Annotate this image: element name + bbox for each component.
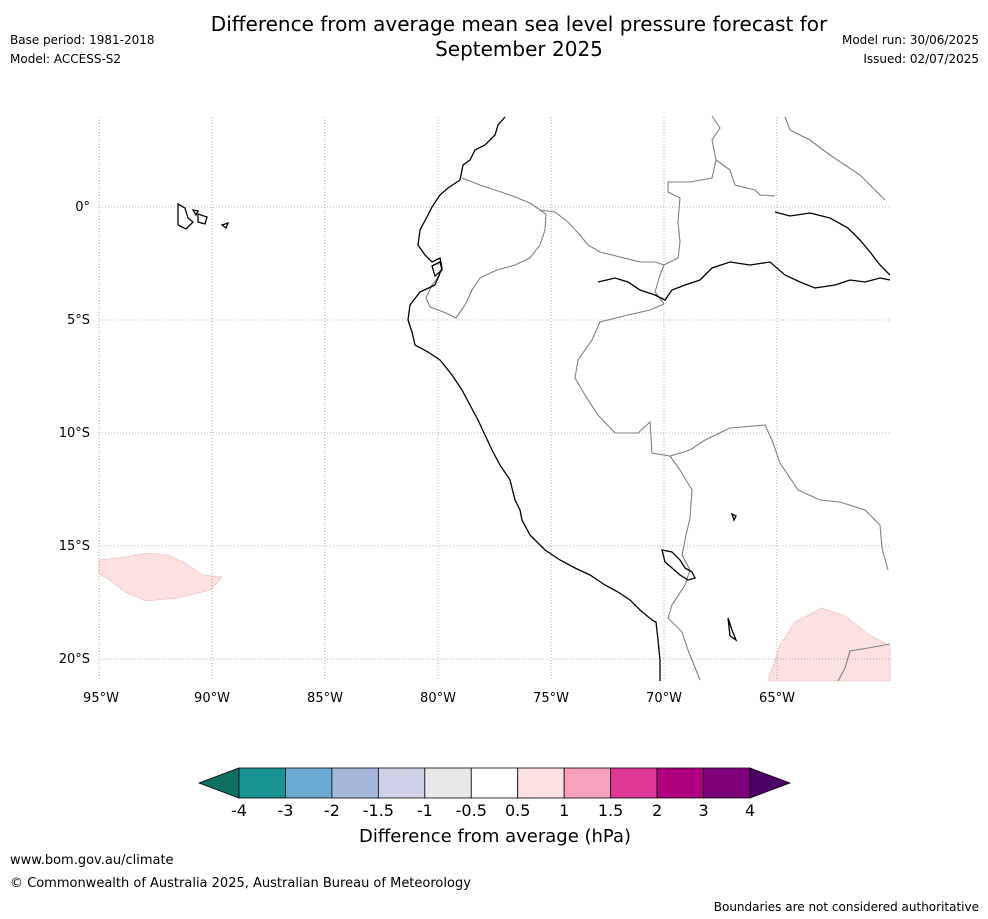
galapagos-island-2 xyxy=(197,213,208,225)
lat-label-20s: 20°S xyxy=(59,652,90,667)
colorbar-tick-label: -1.5 xyxy=(363,801,394,820)
lat-label-5s: 5°S xyxy=(67,313,90,328)
venezuela-border xyxy=(715,159,776,197)
colorbar-tick-label: 3 xyxy=(698,801,708,820)
base-period-text: Base period: 1981-2018 xyxy=(10,33,155,47)
meta-left: Base period: 1981-2018 Model: ACCESS-S2 xyxy=(10,33,155,71)
title-line-2: September 2025 xyxy=(435,37,603,61)
guyana-border xyxy=(784,116,886,201)
colorbar-box xyxy=(238,767,286,799)
lon-label-90w: 90°W xyxy=(194,691,230,706)
chart-title: Difference from average mean sea level p… xyxy=(150,12,888,62)
colorbar-boxes xyxy=(238,767,751,799)
colorbar-high-extension xyxy=(749,767,792,799)
colorbar-box xyxy=(470,767,519,799)
colorbar-tick-label: -2 xyxy=(324,801,340,820)
lon-label-80w: 80°W xyxy=(420,691,456,706)
colorbar-tick-label: -0.5 xyxy=(456,801,487,820)
galapagos-island-3 xyxy=(220,221,230,230)
lon-label-70w: 70°W xyxy=(646,691,682,706)
colorbar-tick-label: 4 xyxy=(745,801,755,820)
model-text: Model: ACCESS-S2 xyxy=(10,52,122,66)
colorbar-box xyxy=(656,767,704,799)
lon-label-75w: 75°W xyxy=(533,691,569,706)
model-run-text: Model run: 30/06/2025 xyxy=(841,33,979,47)
meta-right: Model run: 30/06/2025 Issued: 02/07/2025 xyxy=(842,33,979,71)
colorbar-box xyxy=(424,767,472,799)
anomaly-region-west xyxy=(98,552,223,602)
pacific-coastline xyxy=(407,116,661,681)
issued-text: Issued: 02/07/2025 xyxy=(863,52,979,66)
colorbar-box xyxy=(377,767,426,799)
colombia-ecuador-border xyxy=(425,177,547,319)
lon-label-95w: 95°W xyxy=(83,691,119,706)
lake-small-2 xyxy=(727,617,738,642)
colorbar-tick-label: -1 xyxy=(417,801,433,820)
colorbar-tick-label: 1.5 xyxy=(598,801,623,820)
peru-bolivia-border xyxy=(667,455,701,681)
peru-brazil-border xyxy=(574,303,889,571)
lake-titicaca xyxy=(661,549,696,581)
lat-label-0: 0° xyxy=(75,200,90,215)
bolivia-chile-border xyxy=(837,643,891,682)
colorbar-box xyxy=(610,767,658,799)
galapagos-island-1 xyxy=(177,202,194,230)
colorbar-box xyxy=(563,767,612,799)
colorbar-tick-label: -3 xyxy=(277,801,293,820)
colorbar-tick-label: 2 xyxy=(652,801,662,820)
galapagos-island-4 xyxy=(191,209,199,217)
coastlines xyxy=(177,116,891,681)
colorbar-tick-labels: -4 -3 -2 -1.5 -1 -0.5 0.5 1 1.5 2 3 4 xyxy=(231,801,755,820)
colorbar-box xyxy=(703,767,751,799)
colorbar-box xyxy=(285,767,333,799)
colorbar-title: Difference from average (hPa) xyxy=(358,826,632,847)
footer-disclaimer: Boundaries are not considered authoritat… xyxy=(713,900,979,914)
country-borders xyxy=(425,115,891,682)
brazil-colombia-border xyxy=(663,115,721,266)
rio-negro xyxy=(774,211,891,276)
footer-copyright: © Commonwealth of Australia 2025, Austra… xyxy=(10,876,471,891)
colorbar-tick-label: 0.5 xyxy=(505,801,530,820)
colorbar-tick-label: -4 xyxy=(231,801,247,820)
lon-label-85w: 85°W xyxy=(307,691,343,706)
colombia-venezuela-border xyxy=(539,209,665,305)
colorbar-low-extension xyxy=(197,767,240,799)
amazon-river xyxy=(597,261,891,301)
colorbar-box xyxy=(331,767,379,799)
lat-label-15s: 15°S xyxy=(59,539,90,554)
lat-label-10s: 10°S xyxy=(59,426,90,441)
lon-label-65w: 65°W xyxy=(759,691,795,706)
colorbar: -4 -3 -2 -1.5 -1 -0.5 0.5 1 1.5 2 3 4 xyxy=(197,767,792,820)
anomaly-region-southeast xyxy=(767,607,891,682)
lake-small-1 xyxy=(730,512,737,522)
title-line-1: Difference from average mean sea level p… xyxy=(210,12,828,36)
colorbar-tick-label: 1 xyxy=(559,801,569,820)
gridlines xyxy=(98,117,890,681)
gulf-of-guayaquil-island xyxy=(431,261,443,278)
colorbar-box xyxy=(517,767,565,799)
footer-url[interactable]: www.bom.gov.au/climate xyxy=(10,853,174,868)
map-area: 0° 5°S 10°S 15°S 20°S 95°W 90°W 85°W 80°… xyxy=(59,115,891,706)
